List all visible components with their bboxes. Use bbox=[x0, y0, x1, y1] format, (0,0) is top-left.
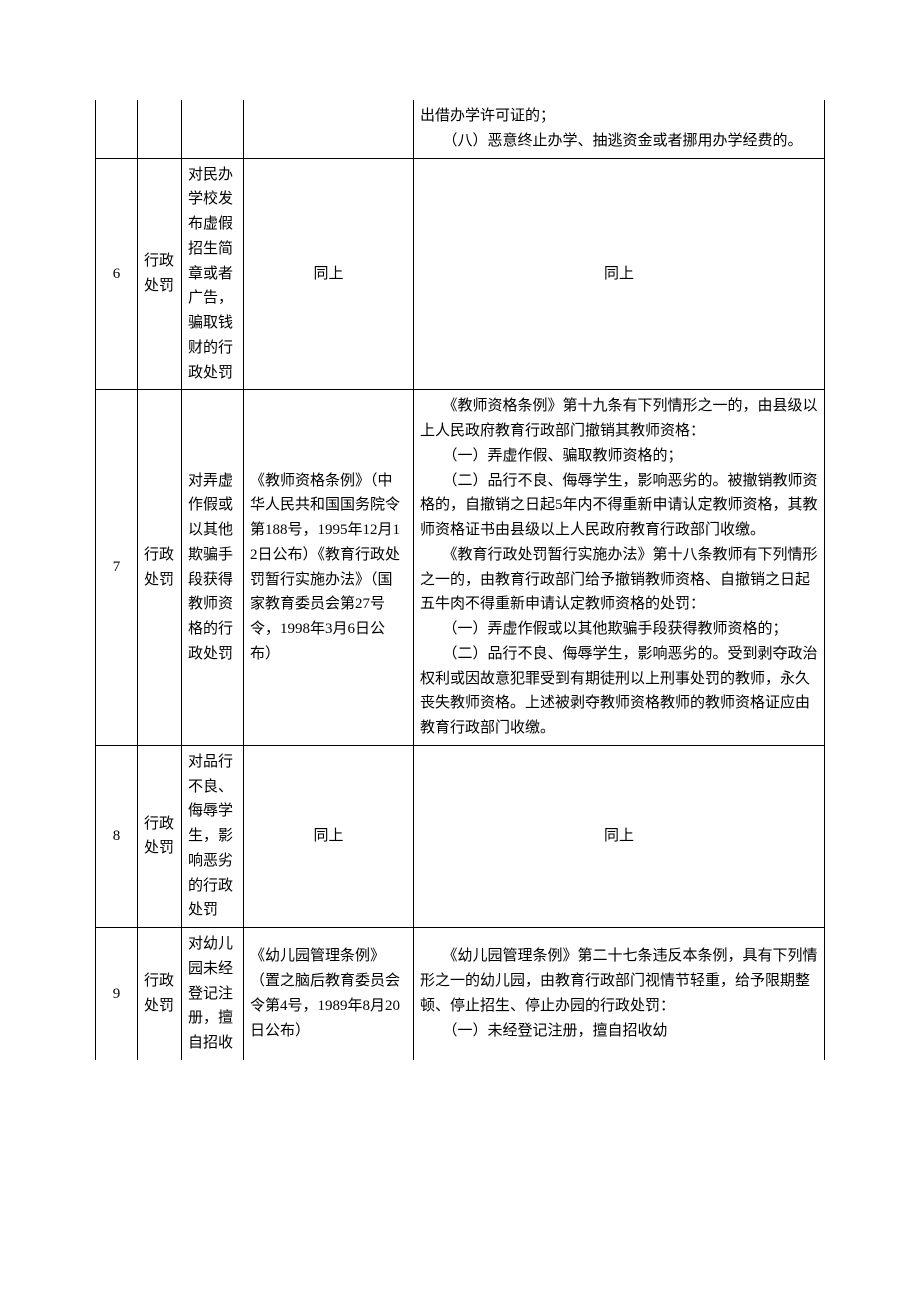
detail-line: 出借办学许可证的； bbox=[420, 108, 555, 124]
cell-title: 对弄虚作假或以其他欺骗手段获得教师资格的行政处罚 bbox=[182, 390, 244, 746]
cell-detail: 《教师资格条例》第十九条有下列情形之一的，由县级以上人民政府教育行政部门撤销其教… bbox=[414, 390, 825, 746]
cell-num bbox=[96, 100, 138, 158]
detail-line: （八）恶意终止办学、抽逃资金或者挪用办学经费的。 bbox=[420, 133, 803, 149]
cell-num: 7 bbox=[96, 390, 138, 746]
regulation-table: 出借办学许可证的； （八）恶意终止办学、抽逃资金或者挪用办学经费的。 6 行政处… bbox=[95, 100, 825, 1060]
cell-type: 行政处罚 bbox=[138, 745, 182, 927]
cell-detail: 同上 bbox=[414, 745, 825, 927]
cell-detail: 《幼儿园管理条例》第二十七条违反本条例，具有下列情形之一的幼儿园，由教育行政部门… bbox=[414, 928, 825, 1060]
detail-line: （一）未经登记注册，擅自招收幼 bbox=[420, 1023, 668, 1039]
cell-type bbox=[138, 100, 182, 158]
cell-type: 行政处罚 bbox=[138, 928, 182, 1060]
detail-line: （一）弄虚作假或以其他欺骗手段获得教师资格的； bbox=[420, 621, 788, 637]
cell-title: 对幼儿园未经登记注册，擅自招收 bbox=[182, 928, 244, 1060]
cell-num: 8 bbox=[96, 745, 138, 927]
detail-line: 《幼儿园管理条例》第二十七条违反本条例，具有下列情形之一的幼儿园，由教育行政部门… bbox=[420, 948, 818, 1014]
cell-num: 6 bbox=[96, 158, 138, 390]
cell-type: 行政处罚 bbox=[138, 158, 182, 390]
cell-detail: 出借办学许可证的； （八）恶意终止办学、抽逃资金或者挪用办学经费的。 bbox=[414, 100, 825, 158]
cell-detail: 同上 bbox=[414, 158, 825, 390]
table-row: 8 行政处罚 对品行不良、侮辱学生，影响恶劣的行政处罚 同上 同上 bbox=[96, 745, 825, 927]
document-page: 出借办学许可证的； （八）恶意终止办学、抽逃资金或者挪用办学经费的。 6 行政处… bbox=[0, 0, 920, 1302]
cell-basis: 《幼儿园管理条例》（置之脑后教育委员会令第4号，1989年8月20日公布） bbox=[244, 928, 414, 1060]
detail-line: （二）品行不良、侮辱学生，影响恶劣的。受到剥夺政治权利或因故意犯罪受到有期徒刑以… bbox=[420, 646, 818, 736]
cell-basis: 同上 bbox=[244, 745, 414, 927]
detail-line: （一）弄虚作假、骗取教师资格的； bbox=[420, 448, 683, 464]
cell-basis: 《教师资格条例》（中华人民共和国国务院令第188号，1995年12月12日公布）… bbox=[244, 390, 414, 746]
detail-line: 《教育行政处罚暂行实施办法》第十八条教师有下列情形之一的，由教育行政部门给予撤销… bbox=[420, 547, 818, 613]
table-row: 出借办学许可证的； （八）恶意终止办学、抽逃资金或者挪用办学经费的。 bbox=[96, 100, 825, 158]
cell-basis bbox=[244, 100, 414, 158]
table-row: 9 行政处罚 对幼儿园未经登记注册，擅自招收 《幼儿园管理条例》（置之脑后教育委… bbox=[96, 928, 825, 1060]
cell-basis: 同上 bbox=[244, 158, 414, 390]
table-row: 7 行政处罚 对弄虚作假或以其他欺骗手段获得教师资格的行政处罚 《教师资格条例》… bbox=[96, 390, 825, 746]
cell-title bbox=[182, 100, 244, 158]
detail-line: （二）品行不良、侮辱学生，影响恶劣的。被撤销教师资格的，自撤销之日起5年内不得重… bbox=[420, 473, 818, 539]
cell-num: 9 bbox=[96, 928, 138, 1060]
cell-title: 对民办学校发布虚假招生简章或者广告，骗取钱财的行政处罚 bbox=[182, 158, 244, 390]
detail-line: 《教师资格条例》第十九条有下列情形之一的，由县级以上人民政府教育行政部门撤销其教… bbox=[420, 398, 818, 439]
cell-type: 行政处罚 bbox=[138, 390, 182, 746]
cell-title: 对品行不良、侮辱学生，影响恶劣的行政处罚 bbox=[182, 745, 244, 927]
table-row: 6 行政处罚 对民办学校发布虚假招生简章或者广告，骗取钱财的行政处罚 同上 同上 bbox=[96, 158, 825, 390]
